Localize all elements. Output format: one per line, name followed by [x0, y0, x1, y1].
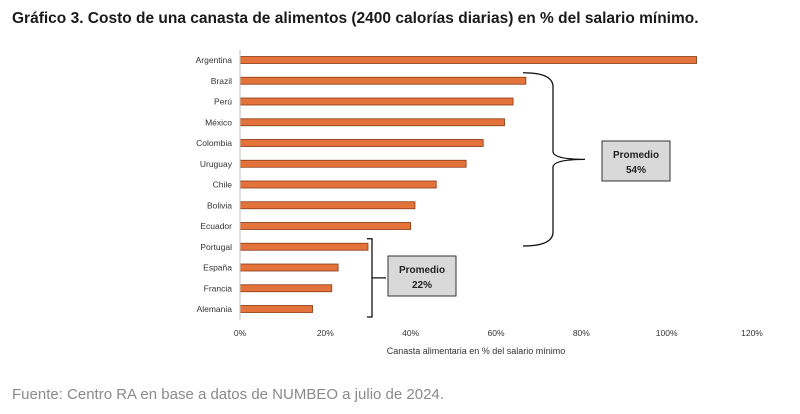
bracket-group-europa	[367, 238, 386, 318]
callout-promedio-latam-value: 54%	[626, 165, 646, 176]
category-label-uruguay: Uruguay	[200, 159, 233, 169]
bar-colombia	[239, 139, 484, 147]
callout-promedio-latam-box	[601, 140, 671, 182]
bar-chile	[239, 180, 437, 189]
callout-promedio-europa-box	[387, 255, 457, 297]
category-label-francia: Francia	[204, 283, 233, 293]
x-tick-label: 20%	[317, 328, 334, 338]
x-tick-label: 0%	[234, 328, 247, 338]
callout-promedio-latam: Promedio 54%	[601, 140, 671, 182]
callout-promedio-europa: Promedio 22%	[387, 255, 457, 297]
bar-peru	[239, 97, 514, 106]
category-label-mexico: México	[205, 117, 232, 127]
x-tick-label: 40%	[402, 328, 419, 338]
callout-promedio-latam-label: Promedio	[613, 150, 659, 161]
bar-alemania	[239, 305, 313, 313]
category-label-ecuador: Ecuador	[200, 221, 232, 231]
bar-chart: Argentina Brazil Perú México Colombia Uruguay…	[196, 50, 763, 356]
bar-francia	[239, 284, 333, 293]
callout-promedio-europa-label: Promedio	[399, 265, 445, 276]
bar-brazil	[239, 76, 527, 85]
category-label-bolivia: Bolivia	[207, 200, 232, 210]
bar-argentina	[239, 56, 697, 64]
x-tick-label: 120%	[741, 328, 763, 338]
chart-title: Gráfico 3. Costo de una canasta de alime…	[12, 10, 699, 27]
bar-uruguay	[239, 159, 467, 168]
category-label-alemania: Alemania	[197, 304, 233, 314]
x-tick-label: 80%	[573, 328, 590, 338]
brace-group-latam	[522, 72, 586, 247]
bar-bolivia	[239, 201, 416, 210]
bar-espana	[239, 263, 339, 272]
x-axis-label: Canasta alimentaria en % del salario mín…	[387, 346, 566, 356]
category-label-portugal: Portugal	[200, 242, 232, 252]
category-label-argentina: Argentina	[196, 55, 233, 65]
callout-promedio-europa-value: 22%	[412, 280, 432, 291]
bar-portugal	[239, 242, 369, 251]
category-label-espana: España	[203, 263, 232, 273]
category-label-brazil: Brazil	[211, 76, 232, 86]
category-label-chile: Chile	[213, 180, 233, 190]
bar-ecuador	[239, 222, 412, 230]
bar-mexico	[239, 118, 505, 127]
x-tick-label: 60%	[487, 328, 504, 338]
category-label-colombia: Colombia	[196, 138, 232, 148]
source-note: Fuente: Centro RA en base a datos de NUM…	[12, 386, 444, 403]
category-label-peru: Perú	[214, 97, 232, 107]
x-tick-label: 100%	[656, 328, 678, 338]
